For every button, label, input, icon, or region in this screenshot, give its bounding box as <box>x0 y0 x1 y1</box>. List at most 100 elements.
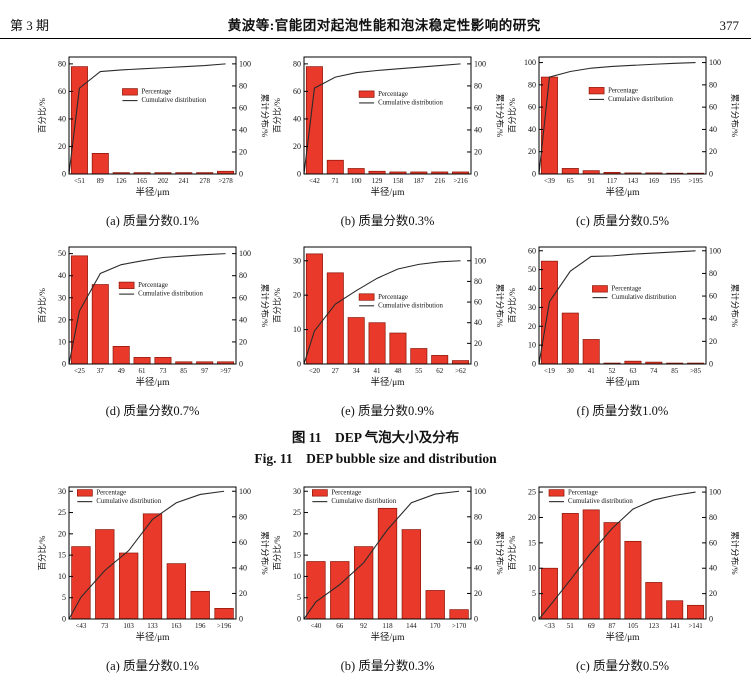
chart-svg: 0 20 40 60 80 0 20 40 60 80 100 <51 89 126 165 202 241 27… <box>37 56 270 198</box>
chart-svg: 0 10 20 30 40 50 0 20 40 60 80 100 <25 37 49 61 73 85 97 >9… <box>37 246 270 388</box>
svg-text:202: 202 <box>158 177 169 185</box>
svg-text:10: 10 <box>528 564 536 573</box>
svg-text:30: 30 <box>528 303 536 312</box>
svg-text:Percentage: Percentage <box>568 490 598 497</box>
cumulative-line <box>68 63 226 175</box>
svg-text:5: 5 <box>297 593 301 602</box>
svg-text:196: 196 <box>195 622 206 630</box>
svg-text:60: 60 <box>239 538 247 547</box>
chart-fig12-b: 0 5 10 15 20 25 30 0 20 40 60 80 100 <40 66 92 118 144 170… <box>271 479 505 674</box>
bars <box>305 66 470 175</box>
svg-text:100: 100 <box>239 249 251 258</box>
x-axis-label: 半径/μm <box>135 631 170 643</box>
journal-issue: 第 3 期 <box>10 18 50 33</box>
svg-text:30: 30 <box>293 487 301 496</box>
svg-text:100: 100 <box>474 256 486 265</box>
subfig-caption-e: (e) 质量分数0.9% <box>340 404 435 418</box>
svg-text:73: 73 <box>159 367 167 375</box>
svg-text:15: 15 <box>58 551 66 560</box>
svg-text:65: 65 <box>567 177 575 185</box>
svg-text:165: 165 <box>137 177 148 185</box>
y-axis-label-right: 累计分布/% <box>730 284 739 327</box>
subfig-caption-c: (c) 质量分数0.5% <box>575 214 670 228</box>
svg-text:27: 27 <box>332 367 340 375</box>
svg-text:129: 129 <box>372 177 383 185</box>
svg-text:20: 20 <box>528 513 536 522</box>
svg-text:80: 80 <box>709 80 717 89</box>
svg-text:0: 0 <box>532 615 536 624</box>
svg-text:>196: >196 <box>217 622 232 630</box>
svg-text:15: 15 <box>528 538 536 547</box>
subfig-caption-c2: (c) 质量分数0.5% <box>575 659 670 673</box>
svg-text:34: 34 <box>353 367 361 375</box>
svg-text:0: 0 <box>239 170 243 179</box>
svg-text:80: 80 <box>293 59 301 68</box>
svg-text:141: 141 <box>669 622 680 630</box>
svg-text:195: 195 <box>669 177 680 185</box>
svg-text:52: 52 <box>609 367 617 375</box>
x-axis-label: 半径/μm <box>370 376 405 388</box>
svg-text:<20: <20 <box>309 367 320 375</box>
svg-text:97: 97 <box>201 367 209 375</box>
svg-text:40: 40 <box>293 114 301 123</box>
subfig-caption-b: (b) 质量分数0.3% <box>340 214 435 228</box>
y-axis-label-left: 百分比/% <box>272 98 282 133</box>
svg-text:80: 80 <box>528 80 536 89</box>
svg-text:40: 40 <box>709 125 717 134</box>
svg-text:20: 20 <box>293 291 301 300</box>
svg-text:100: 100 <box>709 246 721 255</box>
svg-text:20: 20 <box>474 147 482 156</box>
svg-text:Cumulative distribution: Cumulative distribution <box>141 97 206 104</box>
svg-text:41: 41 <box>588 367 596 375</box>
svg-text:20: 20 <box>293 529 301 538</box>
svg-text:0: 0 <box>239 615 243 624</box>
chart-svg: 0 10 20 30 40 50 60 0 20 40 60 80 100 <19 30 41 52 63 74 85… <box>507 246 740 388</box>
svg-text:71: 71 <box>332 177 340 185</box>
x-axis-label: 半径/μm <box>605 186 640 198</box>
svg-text:Cumulative distribution: Cumulative distribution <box>331 498 396 505</box>
svg-text:40: 40 <box>709 564 717 573</box>
y-axis-label-right: 累计分布/% <box>260 531 269 574</box>
svg-text:40: 40 <box>528 284 536 293</box>
svg-text:48: 48 <box>394 367 402 375</box>
svg-text:105: 105 <box>628 622 639 630</box>
svg-text:Cumulative distribution: Cumulative distribution <box>378 302 443 309</box>
y-axis-label-left: 百分比/% <box>272 536 282 571</box>
svg-text:20: 20 <box>58 315 66 324</box>
svg-text:100: 100 <box>351 177 362 185</box>
svg-text:20: 20 <box>528 147 536 156</box>
svg-text:30: 30 <box>58 293 66 302</box>
svg-text:Percentage: Percentage <box>608 87 638 94</box>
svg-text:80: 80 <box>58 59 66 68</box>
figure11-caption-en: Fig. 11 DEP bubble size and distribution <box>254 451 497 466</box>
svg-text:163: 163 <box>171 622 182 630</box>
svg-text:49: 49 <box>118 367 126 375</box>
svg-text:80: 80 <box>709 513 717 522</box>
y-axis-label-right: 累计分布/% <box>495 94 504 137</box>
figure11-row1: 0 20 40 60 80 0 20 40 60 80 100 <51 89 126 165 202 241 27… <box>0 49 751 229</box>
svg-text:20: 20 <box>474 339 482 348</box>
svg-text:20: 20 <box>528 322 536 331</box>
chart-svg: 0 20 40 60 80 100 0 20 40 60 80 100 <39 65 91 117 143 169… <box>507 56 740 198</box>
svg-text:Percentage: Percentage <box>378 294 408 301</box>
svg-text:30: 30 <box>58 487 66 496</box>
svg-text:Cumulative distribution: Cumulative distribution <box>378 99 443 106</box>
x-axis-label: 半径/μm <box>605 376 640 388</box>
svg-text:Percentage: Percentage <box>331 490 361 497</box>
svg-text:Cumulative distribution: Cumulative distribution <box>608 96 673 103</box>
chart-svg: 0 5 10 15 20 25 30 0 20 40 60 80 100 <43 73 103 133 163 19… <box>37 486 270 643</box>
svg-text:<19: <19 <box>544 367 555 375</box>
svg-text:Percentage: Percentage <box>378 91 408 98</box>
svg-text:100: 100 <box>709 58 721 67</box>
bars <box>71 513 234 620</box>
svg-text:<39: <39 <box>544 177 555 185</box>
svg-text:89: 89 <box>97 177 105 185</box>
legend: Percentage Cumulative distribution <box>118 281 203 298</box>
svg-text:20: 20 <box>709 147 717 156</box>
svg-text:10: 10 <box>528 341 536 350</box>
page-body: 0 20 40 60 80 0 20 40 60 80 100 <51 89 126 165 202 241 27… <box>0 49 751 674</box>
svg-text:Cumulative distribution: Cumulative distribution <box>96 498 161 505</box>
svg-text:30: 30 <box>293 256 301 265</box>
svg-text:40: 40 <box>474 563 482 572</box>
cumulative-line <box>303 63 461 175</box>
